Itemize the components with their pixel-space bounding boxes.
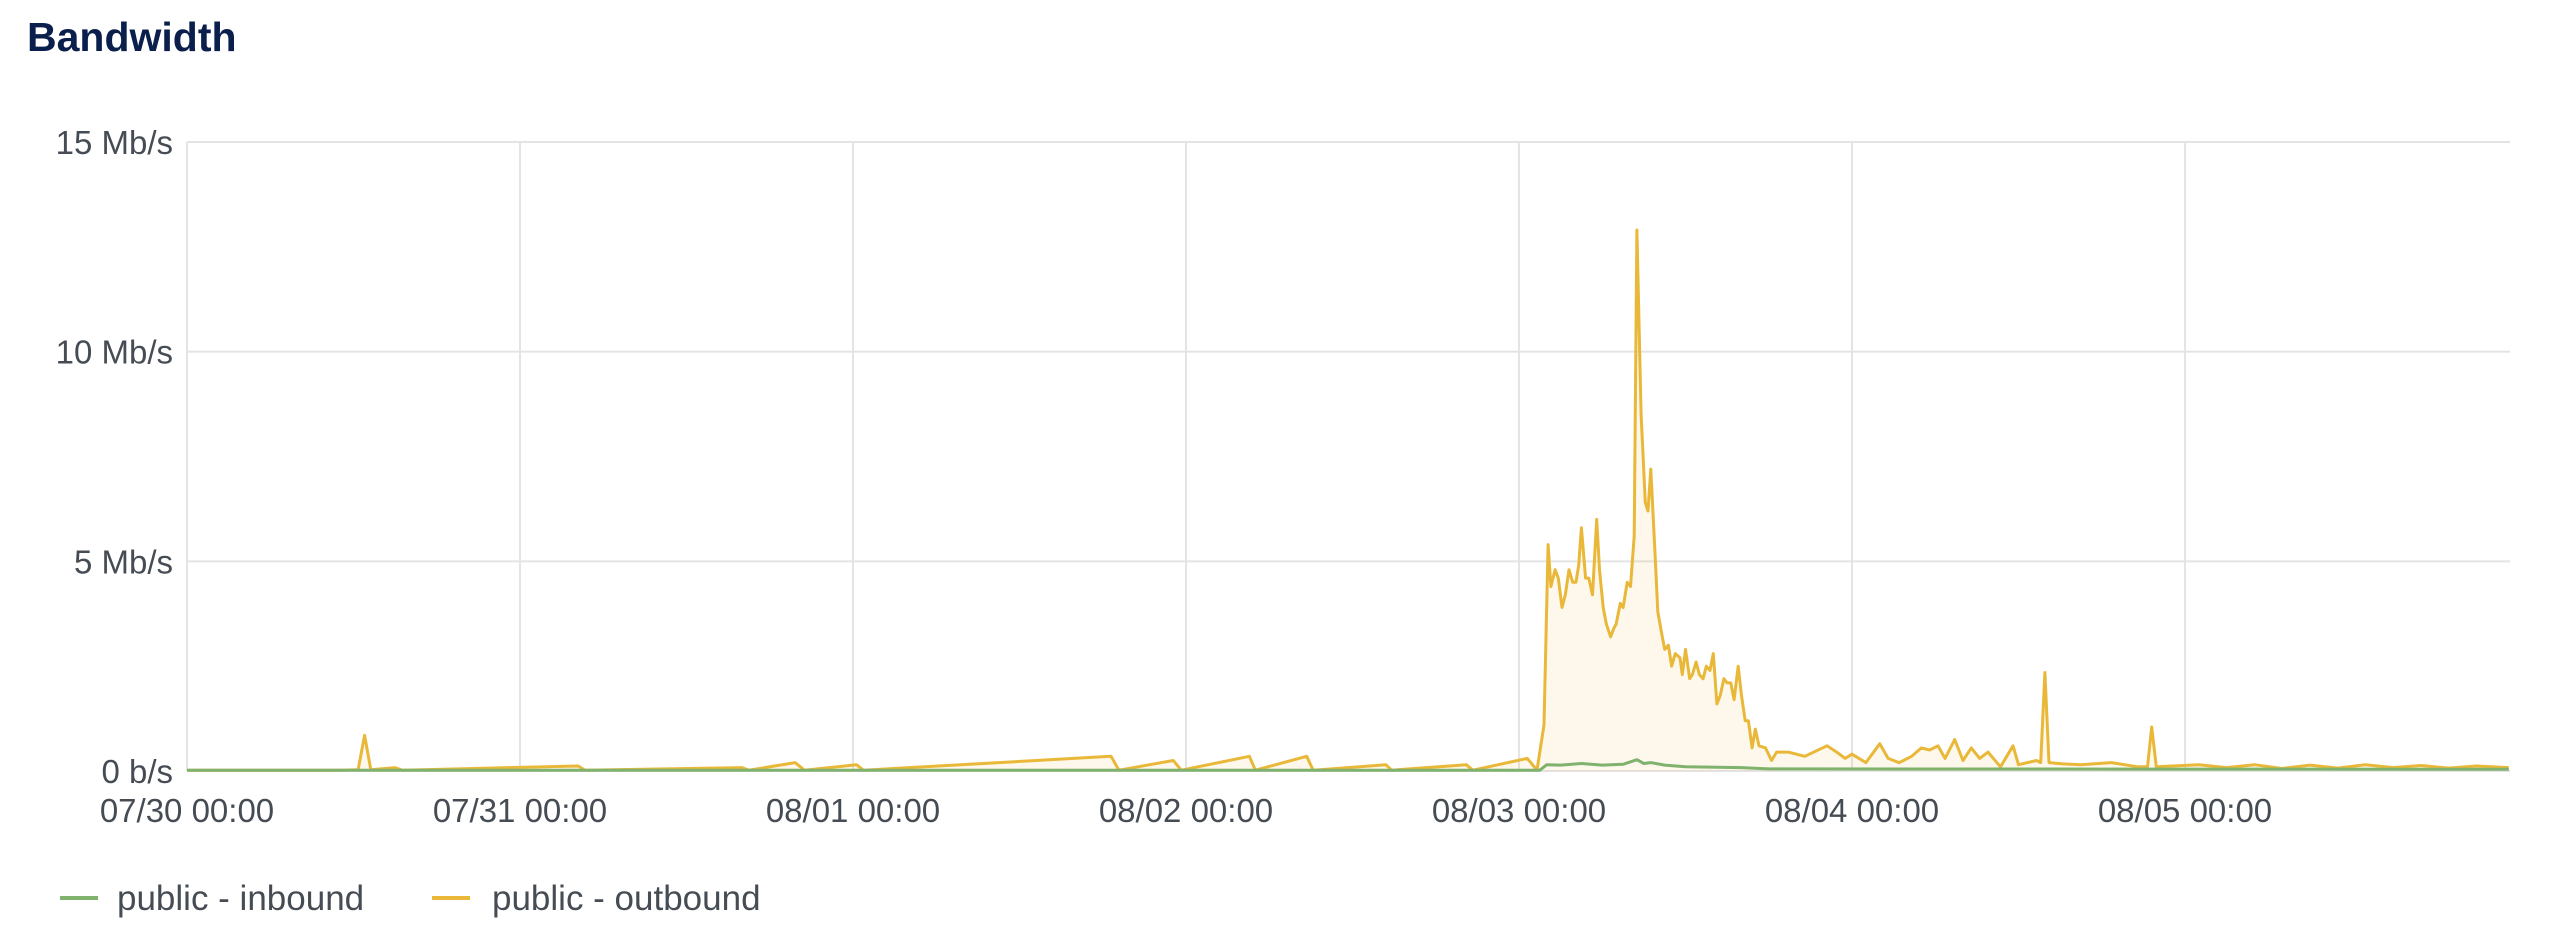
legend: public - inbound public - outbound: [60, 879, 761, 918]
x-tick-label: 08/03 00:00: [1432, 792, 1606, 829]
series-line-public-outbound: [187, 228, 2509, 772]
axis-labels: 0 b/s 5 Mb/s 10 Mb/s 15 Mb/s 07/30 00:00 07/3…: [56, 124, 2273, 829]
grid: [186, 141, 2510, 772]
x-tick-label: 07/31 00:00: [433, 792, 607, 829]
legend-item[interactable]: public - inbound: [60, 879, 364, 918]
legend-item[interactable]: public - outbound: [432, 879, 761, 918]
y-tick-label: 15 Mb/s: [56, 124, 173, 161]
y-tick-label: 0 b/s: [101, 753, 173, 790]
y-tick-label: 5 Mb/s: [74, 543, 173, 580]
chart-title: Bandwidth: [27, 14, 237, 60]
series-layer: [187, 228, 2509, 772]
series-line-public-inbound: [187, 758, 2509, 772]
x-tick-label: 07/30 00:00: [100, 792, 274, 829]
x-tick-label: 08/04 00:00: [1765, 792, 1939, 829]
x-tick-label: 08/01 00:00: [766, 792, 940, 829]
series-area-public-outbound: [187, 230, 2509, 772]
x-tick-label: 08/05 00:00: [2098, 792, 2272, 829]
y-tick-label: 10 Mb/s: [56, 334, 173, 371]
x-tick-label: 08/02 00:00: [1099, 792, 1273, 829]
legend-label: public - inbound: [117, 879, 364, 918]
legend-label: public - outbound: [492, 879, 761, 918]
